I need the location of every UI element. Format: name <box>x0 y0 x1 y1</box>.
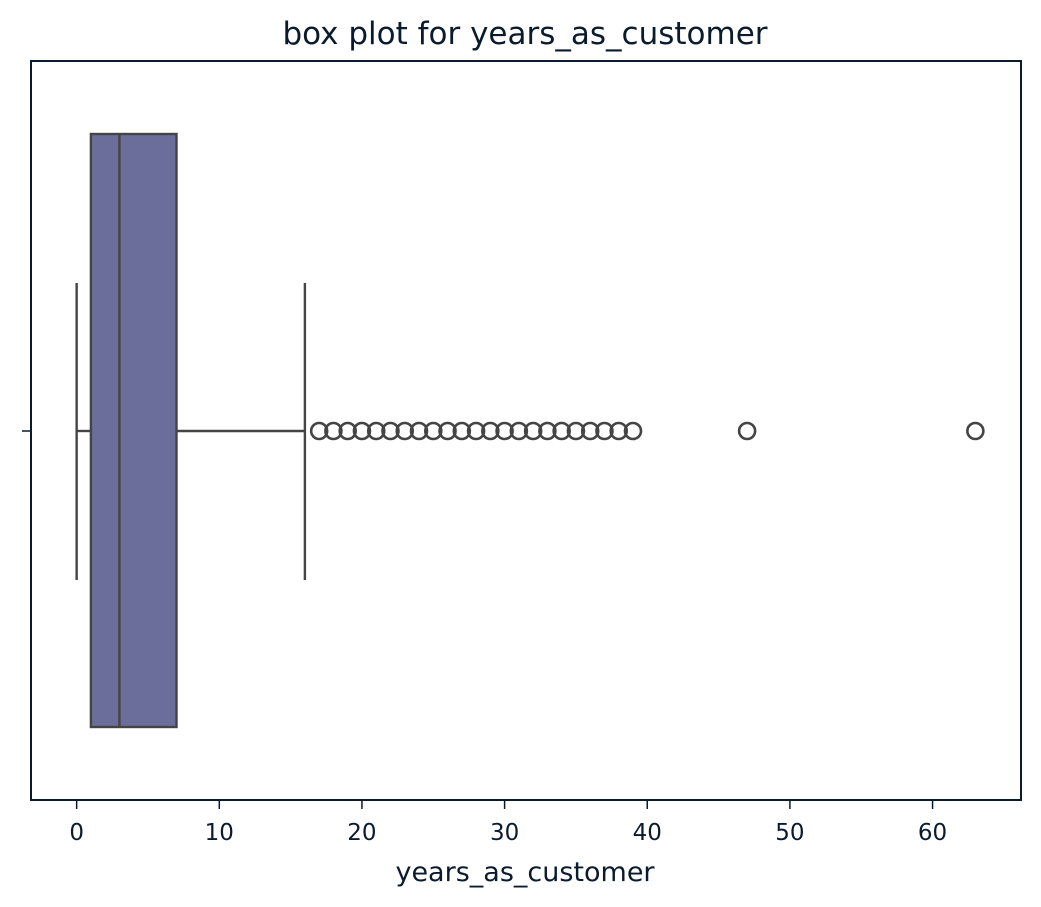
outlier-point <box>509 421 529 441</box>
outlier-point <box>423 421 443 441</box>
x-tick-label: 60 <box>918 820 947 846</box>
outlier-point <box>737 421 757 441</box>
x-tick-label: 0 <box>69 820 84 846</box>
outlier-point <box>580 421 600 441</box>
outlier-point <box>438 421 457 441</box>
outlier-point <box>566 421 586 441</box>
outlier-point <box>552 421 571 441</box>
outlier-point <box>309 421 329 441</box>
outlier-point <box>481 421 500 441</box>
plot-area <box>75 132 985 729</box>
outlier-point <box>595 421 614 441</box>
outlier-point <box>381 421 400 441</box>
outlier-point <box>324 421 343 441</box>
outlier-point <box>623 421 643 441</box>
outlier-point <box>538 421 557 441</box>
iqr-box <box>89 132 178 729</box>
outlier-point <box>609 421 629 441</box>
outlier-point <box>523 421 543 441</box>
x-axis-label: years_as_customer <box>395 857 655 888</box>
outlier-point <box>409 421 429 441</box>
x-tick-label: 40 <box>633 820 662 846</box>
outlier-point <box>452 421 472 441</box>
outlier-point <box>352 421 372 441</box>
x-tick-label: 10 <box>205 820 234 846</box>
x-tick-label: 50 <box>775 820 804 846</box>
outlier-point <box>466 421 486 441</box>
chart-title: box plot for years_as_customer <box>282 16 767 52</box>
x-axis-ticks: 0 10 20 30 40 50 60 <box>69 800 947 846</box>
outlier-point <box>966 421 985 441</box>
x-tick-label: 30 <box>490 820 519 846</box>
outlier-point <box>495 421 514 441</box>
outlier-point <box>366 421 386 441</box>
outlier-point <box>338 421 357 441</box>
x-tick-label: 20 <box>347 820 376 846</box>
outlier-point <box>395 421 415 441</box>
